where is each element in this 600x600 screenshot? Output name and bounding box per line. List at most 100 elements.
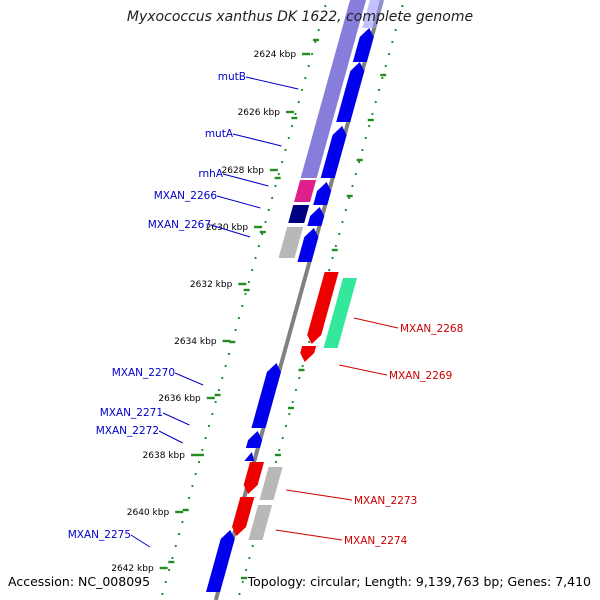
scale-tick-label: 2642 kbp bbox=[111, 564, 154, 574]
cog-category-bar bbox=[300, 0, 366, 178]
ring-dot bbox=[354, 172, 357, 176]
ring-dot bbox=[211, 412, 214, 416]
ring-dot bbox=[274, 460, 278, 464]
inner-dotted-ring bbox=[161, 4, 327, 596]
ring-dot bbox=[261, 232, 264, 236]
ring-dot bbox=[301, 364, 304, 368]
gene-label-leader bbox=[339, 364, 388, 376]
scale-tick-label: 2636 kbp bbox=[158, 394, 201, 404]
reverse-cds-arrow bbox=[243, 462, 265, 494]
gene-label-leader bbox=[216, 195, 261, 209]
ring-dot bbox=[187, 496, 191, 500]
gene-label-mxan_2271: MXAN_2271 bbox=[100, 407, 163, 419]
ring-dot bbox=[204, 436, 207, 440]
ring-dot bbox=[267, 208, 270, 212]
forward-cds-arrow bbox=[313, 182, 332, 205]
ring-dot bbox=[324, 4, 327, 8]
ring-dot bbox=[367, 124, 371, 128]
ring-dot bbox=[300, 88, 304, 92]
ring-dot bbox=[341, 220, 344, 224]
forward-cds-arrow bbox=[251, 363, 281, 428]
ring-dot bbox=[307, 64, 310, 68]
ring-dot bbox=[387, 52, 391, 56]
gene-label-mxan_2268: MXAN_2268 bbox=[400, 323, 463, 335]
ring-dot bbox=[377, 88, 381, 92]
ring-dot bbox=[168, 568, 171, 572]
gene-label-mxan_2266: MXAN_2266 bbox=[154, 190, 218, 202]
ring-dot bbox=[351, 184, 354, 188]
gene-label-leader bbox=[174, 372, 204, 386]
cog-category-bar bbox=[259, 467, 283, 500]
scale-tick-label: 2640 kbp bbox=[127, 508, 170, 518]
ring-dot bbox=[394, 28, 397, 32]
forward-cds-arrow bbox=[352, 28, 374, 62]
ring-dot bbox=[251, 544, 254, 548]
ring-dot bbox=[281, 160, 284, 164]
ring-dot bbox=[310, 52, 314, 56]
gene-label-rnha: rnhA bbox=[198, 168, 223, 180]
scale-tick-label: 2630 kbp bbox=[206, 223, 249, 233]
gene-label-leader bbox=[210, 224, 251, 238]
ring-dot bbox=[374, 100, 377, 104]
ring-dot bbox=[194, 472, 197, 476]
forward-cds-arrow bbox=[307, 207, 325, 226]
gene-label-mxan_2267: MXAN_2267 bbox=[148, 219, 211, 231]
forward-cds-arrow bbox=[206, 530, 235, 592]
forward-cds-arrow bbox=[244, 452, 255, 461]
ring-dot bbox=[274, 184, 277, 188]
cog-category-bar bbox=[248, 505, 273, 540]
reverse-cds-arrow bbox=[307, 272, 339, 344]
gene-label-leader bbox=[286, 489, 353, 501]
ring-dot bbox=[317, 28, 320, 32]
ring-dot bbox=[338, 232, 341, 236]
gene-label-leader bbox=[232, 133, 282, 147]
gene-label-mxan_2272: MXAN_2272 bbox=[96, 425, 159, 437]
ring-dot bbox=[401, 4, 404, 8]
ring-dot bbox=[177, 532, 181, 536]
gene-label-leader bbox=[353, 317, 399, 329]
ring-dot bbox=[278, 448, 281, 452]
ring-dot bbox=[257, 244, 260, 248]
ring-dot bbox=[364, 136, 367, 140]
cog-category-bar bbox=[288, 205, 310, 223]
scale-tick-label: 2628 kbp bbox=[222, 166, 265, 176]
ring-dot bbox=[241, 580, 244, 584]
gene-label-leader bbox=[162, 412, 190, 426]
gene-label-leader bbox=[245, 76, 299, 90]
ring-dot bbox=[264, 220, 267, 224]
ring-dot bbox=[294, 388, 298, 392]
ring-dot bbox=[191, 484, 194, 488]
ring-dot bbox=[304, 76, 307, 80]
cog-category-bar bbox=[278, 227, 304, 258]
ring-dot bbox=[284, 148, 287, 152]
ring-dot bbox=[234, 328, 237, 332]
ring-dot bbox=[348, 196, 351, 200]
gene-label-muta: mutA bbox=[205, 128, 234, 140]
ring-dot bbox=[287, 136, 290, 140]
cog-category-bar bbox=[323, 278, 357, 348]
gene-label-mutb: mutB bbox=[218, 71, 246, 83]
ring-dot bbox=[221, 376, 224, 380]
ring-dot bbox=[247, 280, 250, 284]
ring-dot bbox=[171, 556, 174, 560]
scale-tick-label: 2624 kbp bbox=[254, 50, 297, 60]
gene-label-leader bbox=[158, 430, 183, 444]
forward-cds-arrow bbox=[245, 431, 263, 448]
ring-dot bbox=[214, 400, 217, 404]
ring-dot bbox=[298, 376, 301, 380]
gene-label-leader bbox=[222, 173, 269, 187]
forward-cds-arrow bbox=[336, 62, 365, 122]
forward-cds-arrow bbox=[320, 126, 347, 178]
ring-dot bbox=[164, 580, 167, 584]
ring-dot bbox=[294, 112, 297, 116]
ring-dot bbox=[181, 520, 184, 524]
ring-dot bbox=[224, 364, 227, 368]
scale-tick-label: 2638 kbp bbox=[143, 451, 186, 461]
ring-dot bbox=[238, 592, 241, 596]
ring-dot bbox=[308, 340, 311, 344]
ring-dot bbox=[314, 40, 317, 44]
ring-dot bbox=[174, 544, 177, 548]
cog-category-bar bbox=[294, 180, 317, 202]
